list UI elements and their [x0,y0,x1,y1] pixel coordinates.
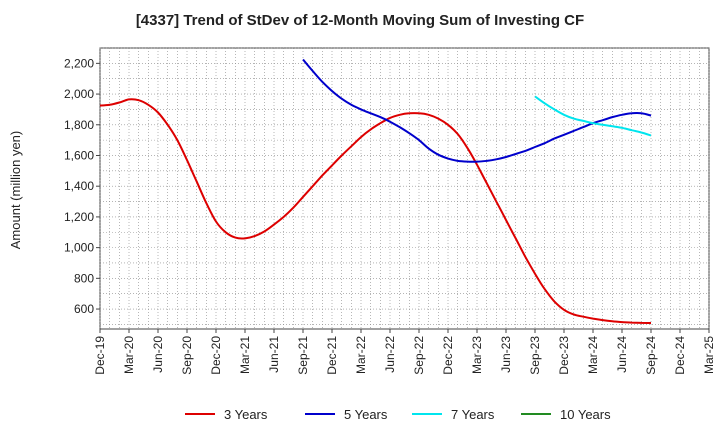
x-tick-label: Sep-20 [180,336,194,375]
x-tick-label: Mar-22 [354,336,368,374]
series-line-7-years [534,95,652,137]
y-tick-label: 600 [74,302,94,316]
series-lines [99,58,652,324]
plot-area [99,47,710,330]
x-tick-label: Jun-24 [615,336,629,373]
x-tick-label: Sep-24 [644,336,658,375]
legend-label-5-years: 5 Years [344,407,388,422]
y-tick-label: 1,400 [64,179,94,193]
x-tick-label: Jun-22 [383,336,397,373]
x-tick-label: Jun-23 [499,336,513,373]
y-tick-label: 2,200 [64,56,94,70]
chart-title: [4337] Trend of StDev of 12-Month Moving… [135,12,585,29]
x-tick-label: Jun-20 [151,336,165,373]
x-tick-label: Dec-23 [557,336,571,375]
y-tick-label: 1,600 [64,148,94,162]
x-tick-label: Mar-24 [586,336,600,374]
x-tick-label: Sep-23 [528,336,542,375]
legend-label-3-years: 3 Years [224,407,268,422]
x-tick-label: Mar-23 [470,336,484,374]
x-tick-label: Dec-24 [673,336,687,375]
y-tick-label: 1,200 [64,210,94,224]
y-tick-label: 800 [74,271,94,285]
series-line-3-years [99,98,652,324]
y-tick-label: 2,000 [64,87,94,101]
x-tick-label: Mar-25 [702,336,716,374]
y-axis-label: Amount (million yen) [8,131,23,250]
x-axis: Dec-19 Mar-20 Jun-20 Sep-20 Dec-20 Mar-21 Jun-… [93,329,716,375]
legend-label-7-years: 7 Years [451,407,495,422]
gridlines [99,47,710,329]
x-tick-label: Mar-20 [122,336,136,374]
x-tick-label: Jun-21 [267,336,281,373]
y-tick-label: 1,000 [64,241,94,255]
x-tick-label: Sep-22 [412,336,426,375]
x-tick-label: Dec-21 [325,336,339,375]
x-tick-label: Dec-19 [93,336,107,375]
legend-label-10-years: 10 Years [560,407,611,422]
legend: 3 Years 5 Years 7 Years 10 Years [185,407,611,422]
y-tick-label: 1,800 [64,118,94,132]
y-axis: 600 800 1,000 1,200 1,400 1,600 1,800 2,000 2,20… [64,56,100,316]
x-tick-label: Mar-21 [238,336,252,374]
x-tick-label: Dec-20 [209,336,223,375]
x-tick-label: Sep-21 [296,336,310,375]
x-tick-label: Dec-22 [441,336,455,375]
